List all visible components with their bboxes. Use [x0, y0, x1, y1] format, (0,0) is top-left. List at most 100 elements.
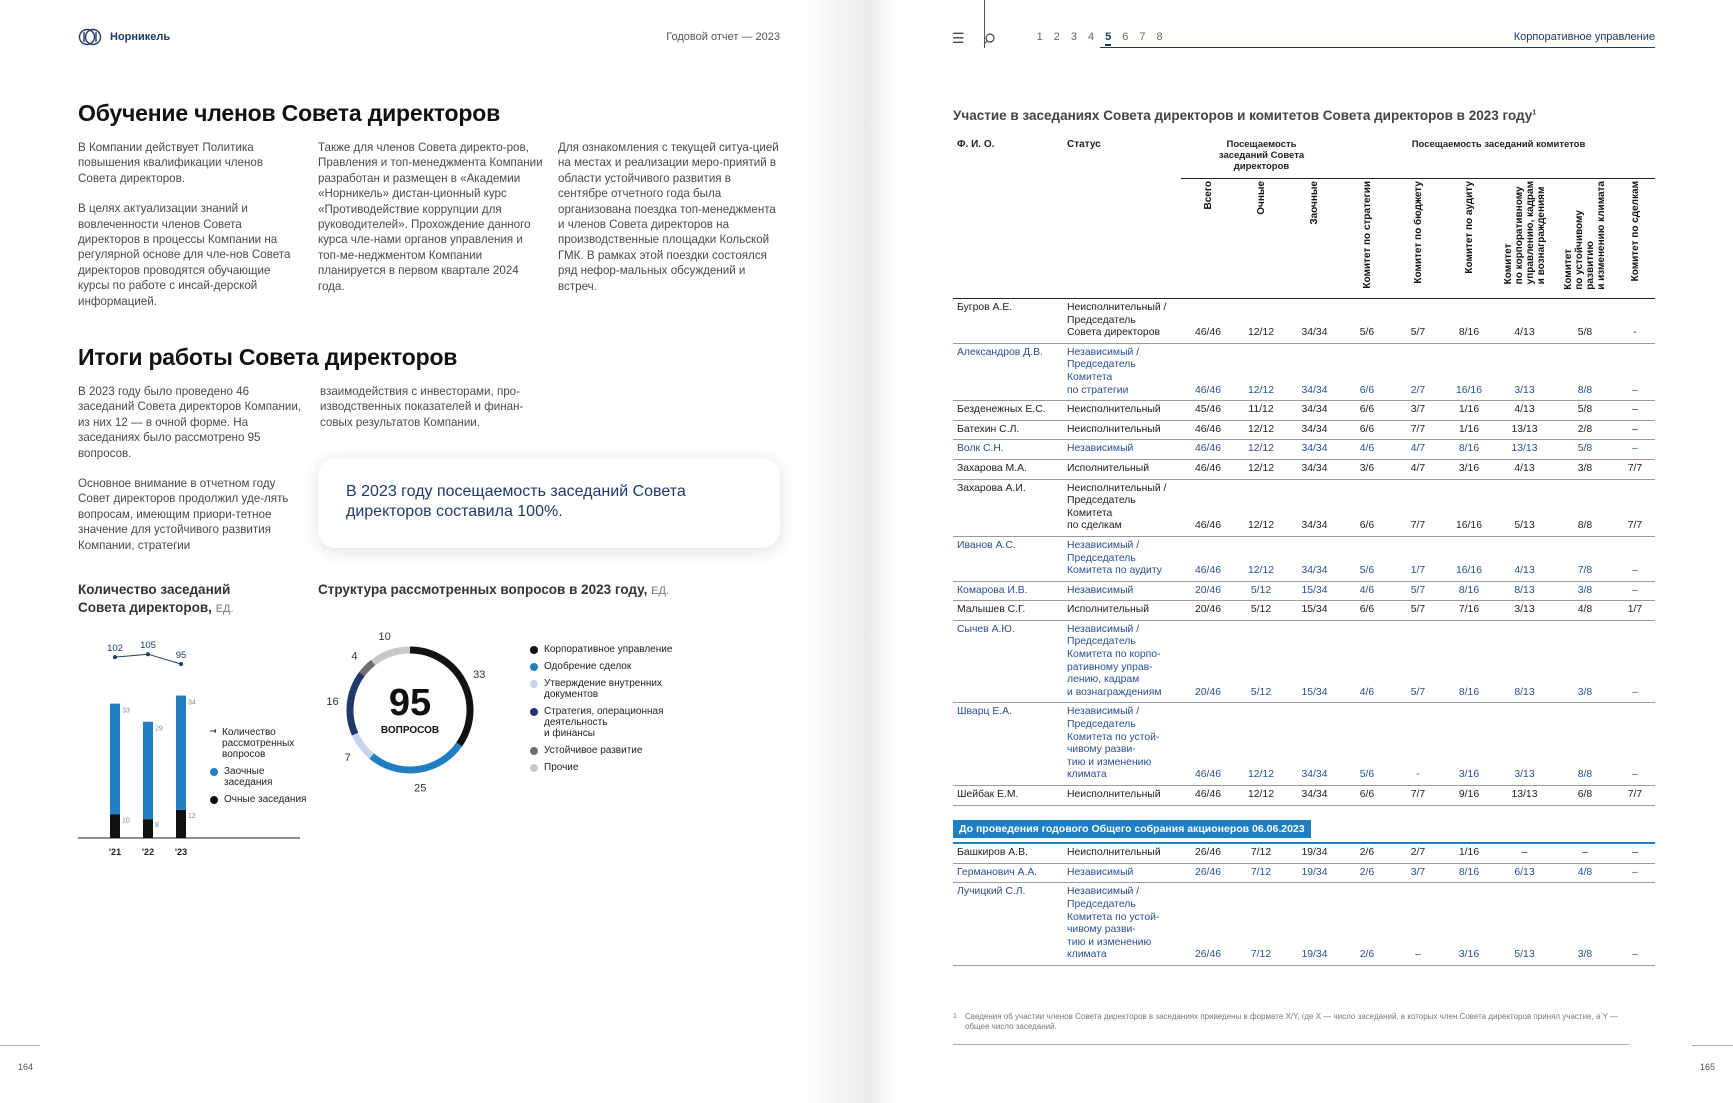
donut-value-label: 10	[379, 631, 391, 643]
paragraph: Для ознакомления с текущей ситуа-цией на…	[558, 141, 779, 293]
cell-value: –	[1392, 882, 1444, 966]
cell-value: 5/6	[1342, 702, 1392, 786]
cell-value: 6/6	[1342, 400, 1392, 421]
bar-chart-title: Количество заседаний Совета директоров, …	[78, 581, 278, 618]
col-header-label: Комитет по бюджету	[1412, 181, 1424, 284]
cell-value: –	[1615, 843, 1655, 864]
cell-value: 15/34	[1287, 620, 1342, 704]
donut-chart-title: Структура рассмотренных вопросов в 2023 …	[318, 581, 718, 600]
donut-value-label: 16	[326, 696, 338, 708]
legend-label: Стратегия, операционная деятельность и ф…	[544, 706, 664, 739]
line-point	[179, 662, 183, 666]
cell-value: 5/7	[1392, 620, 1444, 704]
cell-name: Малышев С.Г.	[953, 600, 1063, 621]
cell-name: Лучицкий С.Л.	[953, 882, 1063, 966]
cell-value: 5/7	[1392, 600, 1444, 621]
cell-value: 4/7	[1392, 439, 1444, 460]
table-row: Германович А.А. Независимый 26/46 7/12 19/34…	[953, 863, 1655, 884]
cell-value: 9/16	[1444, 785, 1494, 806]
nav-page-4[interactable]: 4	[1087, 31, 1095, 43]
bar-label-inperson: 10	[122, 818, 130, 825]
cell-value: 13/13	[1494, 785, 1555, 806]
cell-name: Бугров А.Е.	[953, 298, 1063, 344]
legend-label: Прочие	[544, 762, 579, 773]
nav-page-2[interactable]: 2	[1053, 31, 1060, 43]
bar-label-inperson: 12	[188, 813, 196, 820]
paragraph: В целях актуализации знаний и вовлеченно…	[78, 202, 291, 308]
cell-value: –	[1615, 863, 1655, 884]
table-row: Волк С.Н. Независимый 46/46 12/12 34/34 4/6 4/…	[953, 439, 1655, 460]
cell-status: Исполнительный	[1063, 600, 1181, 621]
cell-value: 20/46	[1181, 581, 1235, 602]
col-header-label: Всего	[1202, 181, 1214, 210]
col-header-name: Ф. И. О.	[953, 135, 1063, 299]
cell-value: 5/8	[1555, 400, 1615, 421]
cell-value: 3/6	[1342, 459, 1392, 480]
donut-value-label: 33	[473, 669, 485, 681]
footnote-text: Сведения об участии членов Совета директ…	[965, 1012, 1619, 1031]
cell-value: 34/34	[1287, 400, 1342, 421]
paragraph: В Компании действует Политика повышения …	[78, 141, 264, 185]
cell-value: 34/34	[1287, 298, 1342, 344]
donut-slice	[346, 671, 365, 736]
paragraph: В 2023 году было проведено 46 заседаний …	[78, 385, 302, 460]
line-value-label: 95	[176, 650, 187, 661]
line-marker-icon	[210, 729, 217, 733]
cell-value: 12/12	[1235, 785, 1287, 806]
col-header-vertical: Заочные	[1287, 178, 1342, 299]
nav-underline	[1100, 47, 1655, 48]
table-subheader: До проведения годового Общего собрания а…	[953, 819, 1311, 839]
line-value-label: 102	[107, 643, 123, 654]
cell-status: Неисполнительный	[1063, 400, 1181, 421]
cell-value: 46/46	[1181, 702, 1235, 786]
donut-center-value: 95	[389, 682, 431, 724]
nav-page-3[interactable]: 3	[1070, 31, 1077, 43]
left-page	[0, 0, 866, 1103]
cell-name: Сычев А.Ю.	[953, 620, 1063, 704]
brand-logo[interactable]: Норникель	[78, 28, 170, 46]
nav-page-7[interactable]: 7	[1139, 31, 1146, 43]
menu-icon[interactable]: ☰	[952, 30, 965, 46]
cell-value: 1/7	[1392, 536, 1444, 582]
col-header-label: Комитет по сделкам	[1629, 181, 1641, 282]
table-row: Захарова М.А. Исполнительный 46/46 12/12 34/…	[953, 459, 1655, 480]
nav-page-5[interactable]: 5	[1105, 31, 1112, 46]
nav-page-1[interactable]: 1	[1036, 31, 1043, 43]
nav-page-6[interactable]: 6	[1122, 31, 1129, 43]
search-icon[interactable]	[983, 32, 995, 45]
cell-value: 34/34	[1287, 702, 1342, 786]
cell-value: 34/34	[1287, 420, 1342, 441]
cell-value: 3/13	[1494, 343, 1555, 402]
legend-label: Утверждение внутренних документов	[544, 678, 662, 700]
cell-value: 2/7	[1392, 843, 1444, 864]
legend-item: Корпоративное управление	[530, 644, 690, 655]
footnote-line	[953, 1044, 1629, 1045]
footnote: 1 Сведения об участии членов Совета дире…	[953, 1012, 1633, 1032]
cell-value: 12/12	[1235, 420, 1287, 441]
bar-inperson	[176, 809, 186, 838]
cell-name: Александров Д.В.	[953, 343, 1063, 402]
training-col-2: Также для членов Совета директо-ров, Пра…	[318, 140, 543, 309]
cell-value: 2/7	[1392, 343, 1444, 402]
cell-value: 4/6	[1342, 581, 1392, 602]
cell-value: 34/34	[1287, 479, 1342, 537]
cell-value: 1/16	[1444, 420, 1494, 441]
heading-training: Обучение членов Совета директоров	[78, 100, 501, 126]
cell-value: 3/13	[1494, 702, 1555, 786]
cell-value: 26/46	[1181, 843, 1235, 864]
legend-label: Заочные заседания	[224, 766, 273, 788]
legend-label: Количество рассмотренных вопросов	[222, 727, 295, 760]
table-row: Шейбак Е.М. Неисполнительный 46/46 12/12 34/…	[953, 785, 1655, 806]
col-header-vertical: Комитет по бюджету	[1392, 178, 1444, 299]
cell-value: 7/7	[1392, 785, 1444, 806]
cell-status: Независимый / Председатель Комитета по у…	[1063, 882, 1181, 966]
donut-value-label: 25	[414, 782, 426, 794]
cell-value: 20/46	[1181, 600, 1235, 621]
bar-label-remote: 34	[188, 700, 196, 707]
cell-value: 45/46	[1181, 400, 1235, 421]
cell-value: –	[1615, 420, 1655, 441]
nav-page-8[interactable]: 8	[1156, 31, 1163, 43]
page-spine-shadow-right	[866, 0, 896, 1103]
